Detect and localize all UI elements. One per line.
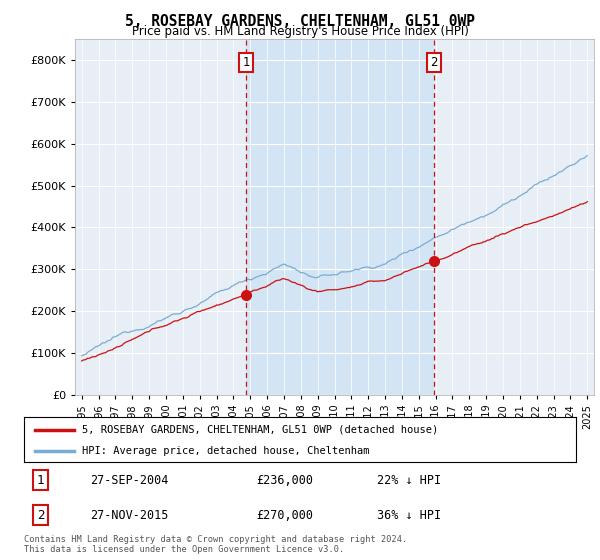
Text: £236,000: £236,000 — [256, 474, 313, 487]
Text: 2: 2 — [430, 56, 437, 69]
Text: Contains HM Land Registry data © Crown copyright and database right 2024.
This d: Contains HM Land Registry data © Crown c… — [24, 535, 407, 554]
Text: 2: 2 — [37, 509, 44, 522]
Text: 27-NOV-2015: 27-NOV-2015 — [90, 509, 169, 522]
Text: Price paid vs. HM Land Registry's House Price Index (HPI): Price paid vs. HM Land Registry's House … — [131, 25, 469, 38]
Text: 5, ROSEBAY GARDENS, CHELTENHAM, GL51 0WP: 5, ROSEBAY GARDENS, CHELTENHAM, GL51 0WP — [125, 14, 475, 29]
Text: 1: 1 — [242, 56, 250, 69]
Text: 22% ↓ HPI: 22% ↓ HPI — [377, 474, 442, 487]
Text: 27-SEP-2004: 27-SEP-2004 — [90, 474, 169, 487]
Text: 1: 1 — [37, 474, 44, 487]
Bar — [246, 39, 434, 395]
Text: £270,000: £270,000 — [256, 509, 313, 522]
Text: HPI: Average price, detached house, Cheltenham: HPI: Average price, detached house, Chel… — [82, 446, 370, 456]
Text: 36% ↓ HPI: 36% ↓ HPI — [377, 509, 442, 522]
Text: 5, ROSEBAY GARDENS, CHELTENHAM, GL51 0WP (detached house): 5, ROSEBAY GARDENS, CHELTENHAM, GL51 0WP… — [82, 424, 438, 435]
